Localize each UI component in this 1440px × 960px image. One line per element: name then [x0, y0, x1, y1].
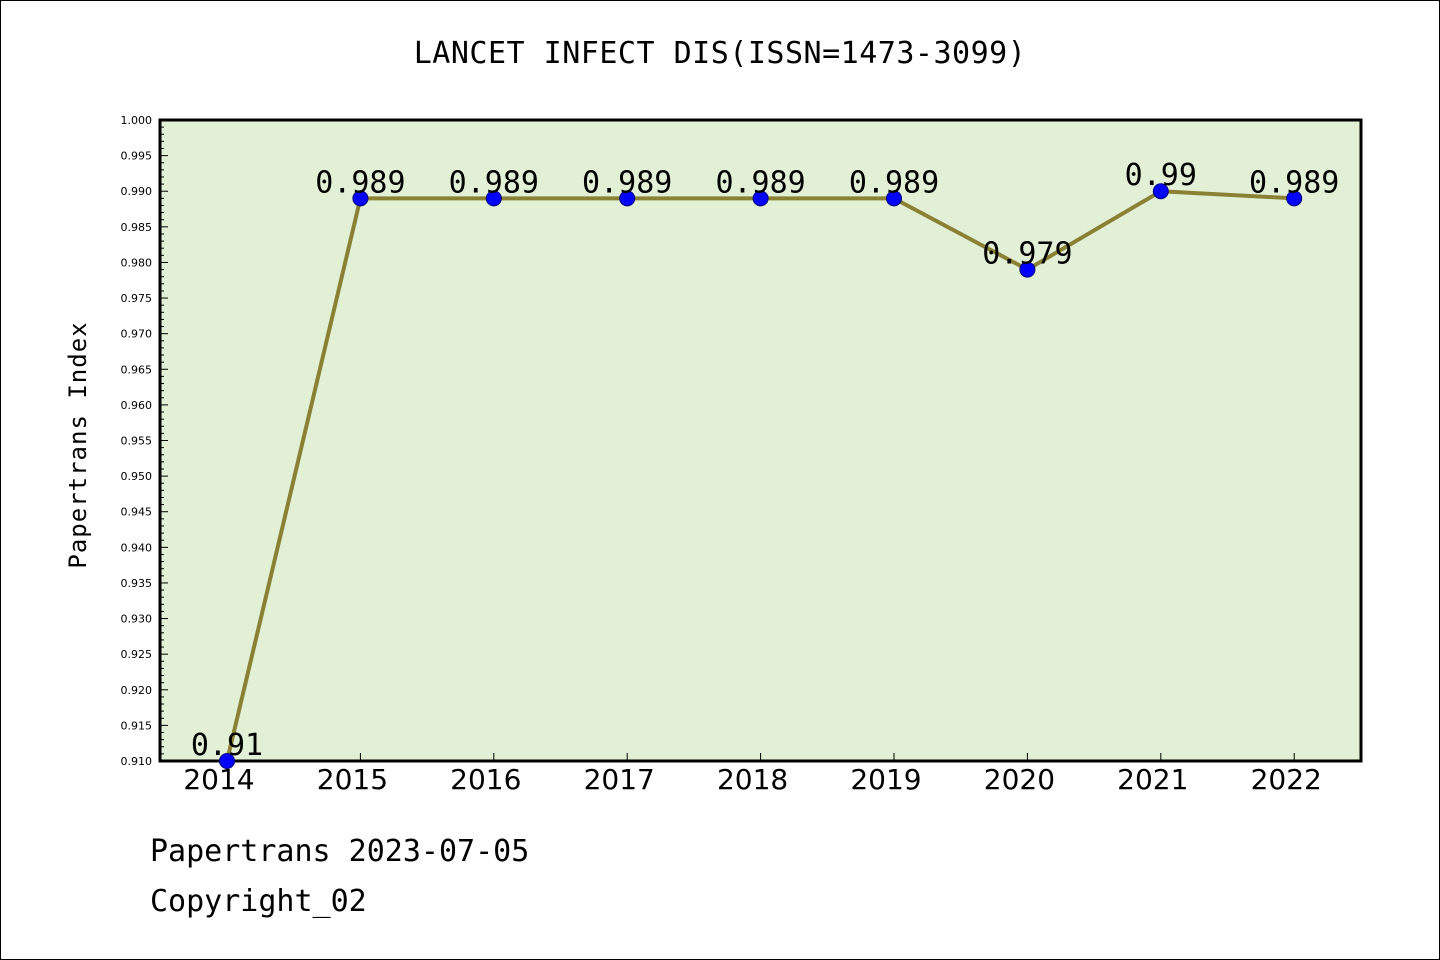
x-tick-label: 2016	[450, 763, 521, 796]
data-point	[752, 190, 769, 207]
data-point	[485, 190, 502, 207]
y-tick-label: 0.910	[121, 755, 153, 768]
data-point	[1019, 261, 1036, 278]
y-tick-label: 0.990	[121, 185, 153, 198]
y-tick-label: 0.965	[121, 363, 153, 376]
x-tick-label: 2014	[183, 763, 254, 796]
data-point	[886, 190, 902, 207]
data-label: 0.989	[582, 165, 672, 200]
y-tick-label: 0.935	[121, 577, 153, 590]
data-label: 0.989	[715, 165, 805, 200]
data-point	[1152, 183, 1169, 200]
y-tick-label: 0.985	[121, 221, 153, 234]
data-point	[352, 190, 369, 207]
x-tick-label: 2017	[584, 763, 655, 796]
y-tick-label: 0.980	[121, 256, 153, 269]
y-tick-label: 0.945	[121, 506, 153, 519]
data-label: 0.99	[1125, 158, 1197, 193]
y-axis-ticks: 0.910 0.915 0.920 0.925 0.930 0.935 0.940 0.945…	[121, 114, 168, 768]
x-tick-label: 2019	[850, 763, 921, 796]
y-tick-label: 0.930	[121, 613, 153, 626]
data-label: 0.989	[1249, 165, 1339, 200]
series-layer: 0.91 0.989 0.989 0.989 0.989 0.989 0.979 0.99 0.…	[191, 158, 1339, 769]
footer-copyright-text: Copyright_02	[150, 884, 367, 919]
x-tick-label: 2021	[1117, 763, 1188, 796]
data-point	[619, 190, 636, 207]
data-label: 0.989	[849, 165, 939, 200]
x-tick-label: 2020	[984, 763, 1055, 796]
data-label: 0.989	[449, 165, 539, 200]
y-tick-label: 0.970	[121, 328, 153, 341]
x-axis-ticks: 2014 2015 2016 2017 2018 2019 2020 2021 2022	[183, 753, 1322, 796]
x-tick-label: 2018	[717, 763, 788, 796]
y-tick-label: 0.955	[121, 435, 153, 448]
data-label: 0.989	[315, 165, 405, 200]
y-tick-label: 1.000	[121, 114, 153, 127]
y-tick-label: 0.925	[121, 648, 153, 661]
y-tick-label: 0.960	[121, 399, 153, 412]
footer-date-text: Papertrans 2023-07-05	[150, 834, 530, 869]
y-tick-label: 0.920	[121, 684, 153, 697]
y-tick-label: 0.950	[121, 470, 153, 483]
y-tick-label: 0.995	[121, 150, 153, 163]
data-point	[219, 753, 235, 769]
data-point	[1286, 190, 1303, 207]
chart-title: LANCET INFECT DIS(ISSN=1473-3099)	[413, 36, 1027, 71]
data-label: 0.91	[191, 728, 263, 763]
data-label: 0.979	[982, 237, 1072, 272]
y-tick-label: 0.975	[121, 292, 153, 305]
y-tick-label: 0.915	[121, 719, 153, 732]
plot-area	[158, 118, 1363, 763]
x-tick-label: 2022	[1251, 763, 1322, 796]
x-tick-label: 2015	[317, 763, 388, 796]
y-tick-label: 0.940	[121, 541, 153, 554]
